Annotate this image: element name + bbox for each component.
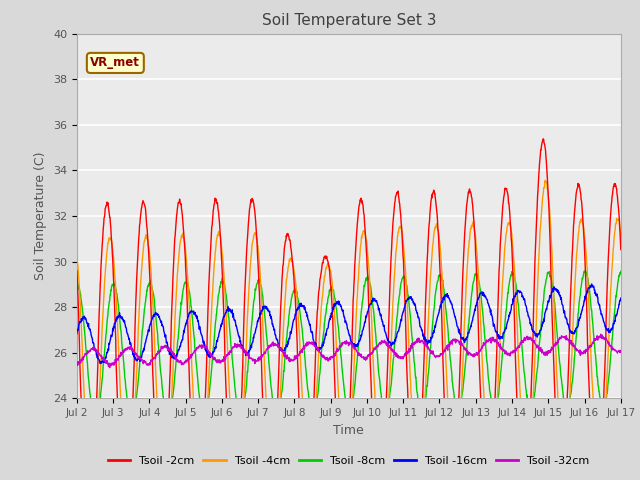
Text: VR_met: VR_met <box>90 57 140 70</box>
Legend: Tsoil -2cm, Tsoil -4cm, Tsoil -8cm, Tsoil -16cm, Tsoil -32cm: Tsoil -2cm, Tsoil -4cm, Tsoil -8cm, Tsoi… <box>104 451 594 470</box>
Title: Soil Temperature Set 3: Soil Temperature Set 3 <box>262 13 436 28</box>
Y-axis label: Soil Temperature (C): Soil Temperature (C) <box>35 152 47 280</box>
X-axis label: Time: Time <box>333 424 364 437</box>
